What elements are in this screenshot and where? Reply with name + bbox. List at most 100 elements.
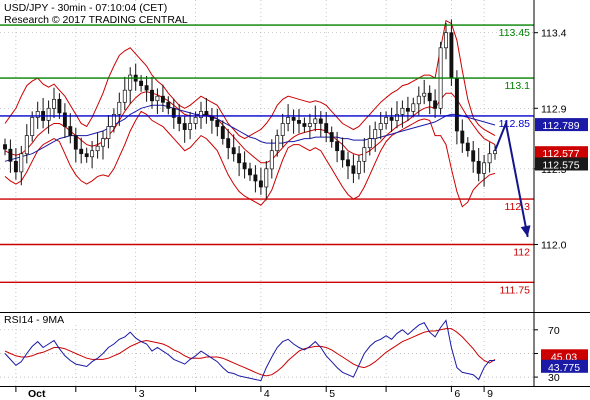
candle-body [389, 117, 394, 121]
level-label: 113.1 [505, 80, 531, 92]
rsi-tick-label: 30 [548, 372, 560, 384]
candle-body [378, 123, 383, 130]
candle-body [313, 118, 318, 124]
candle-body [242, 162, 247, 170]
time-tick-label: 3 [139, 388, 145, 400]
candle-body [95, 145, 100, 152]
candle-body [405, 107, 410, 112]
candle-body [362, 147, 367, 162]
candle-body [269, 150, 274, 170]
candle-body [258, 180, 263, 188]
rsi-panel [4, 319, 496, 382]
level-label: 112 [513, 247, 530, 259]
candle-body [253, 174, 258, 182]
candle-body [384, 117, 389, 124]
candle-body [493, 150, 497, 155]
candle-body [460, 130, 465, 144]
candle-body [62, 112, 67, 127]
moving-average-line [4, 104, 496, 162]
candle-body [433, 100, 438, 109]
time-tick-label: Oct [28, 388, 46, 400]
levels: 113.45 113.1 112.85 112.3 112 111.75 [0, 24, 534, 296]
level-label: 112.3 [505, 201, 531, 213]
rsi-badge [541, 359, 588, 373]
time-tick-label: 6 [454, 388, 460, 400]
candle-body [416, 95, 421, 105]
candle-body [79, 148, 84, 155]
price-badge-label: 112.789 [542, 120, 579, 132]
candle-body [226, 138, 231, 149]
candle-body [307, 123, 312, 127]
price-tick-label: 112.0 [541, 240, 567, 252]
candle-body [3, 144, 7, 150]
candle-body [444, 32, 448, 49]
candle-body [182, 123, 187, 130]
candle-body [139, 80, 144, 86]
candle-body [395, 114, 399, 121]
candle-body [90, 150, 95, 158]
price-plot-background [0, 0, 534, 312]
rsi-ma-line [4, 328, 496, 377]
candle-body [35, 111, 40, 118]
rsi-badge [541, 349, 588, 363]
time-axis: Oct 3 4 5 6 9 [15, 386, 493, 400]
candle-body [291, 117, 296, 121]
candle-body [482, 162, 487, 174]
candle-body [329, 132, 334, 142]
candle-body [13, 160, 18, 173]
price-badge [535, 118, 588, 132]
candle-body [487, 153, 492, 164]
rsi-badge-label: 43.775 [548, 362, 580, 374]
candle-body [356, 160, 361, 174]
candle-body [128, 74, 133, 91]
candle-body [335, 141, 340, 152]
candle-body [373, 129, 378, 139]
candle-body [30, 117, 35, 136]
candle-body [367, 138, 372, 149]
rsi-label-bg [1, 313, 87, 325]
level-label: 112.85 [499, 118, 530, 130]
time-tick-label: 9 [487, 388, 493, 400]
candle-body [177, 117, 182, 124]
candle-body [286, 117, 291, 124]
candle-body [19, 153, 24, 173]
price-badge-label: 112.575 [542, 160, 579, 172]
price-tick-label: 113.4 [541, 28, 567, 40]
candle-body [400, 107, 405, 115]
candle-body [155, 95, 160, 102]
candle-body [422, 92, 427, 97]
candle-body [324, 123, 329, 133]
rsi-line [4, 319, 495, 382]
level-label: 113.45 [499, 27, 530, 39]
projection-arrowhead [520, 225, 531, 237]
projection [494, 119, 531, 238]
candle-body [318, 118, 323, 124]
price-tick-label: 112.9 [541, 103, 567, 115]
candle-body [427, 92, 432, 102]
candle-body [280, 123, 285, 136]
rsi-panel-label: RSI14 - 9MA [4, 314, 64, 326]
candle-body [351, 165, 356, 174]
candle-body [346, 159, 350, 167]
candle-body [144, 85, 149, 91]
candle-body [8, 148, 13, 162]
candle-body [122, 89, 127, 103]
candle-body [68, 126, 73, 136]
candle-body [465, 142, 470, 152]
price-badge [535, 146, 588, 160]
candle-body [117, 101, 122, 115]
candle-body [171, 107, 176, 118]
candle-body [101, 138, 105, 147]
candle-body [248, 168, 252, 176]
candle-body [302, 123, 307, 127]
candle-body [46, 107, 51, 121]
candle-body [275, 135, 280, 152]
candle-body [264, 168, 269, 188]
candle-body [193, 117, 198, 124]
grid [0, 0, 534, 386]
candle-body [111, 114, 116, 127]
candle-body [106, 126, 111, 139]
